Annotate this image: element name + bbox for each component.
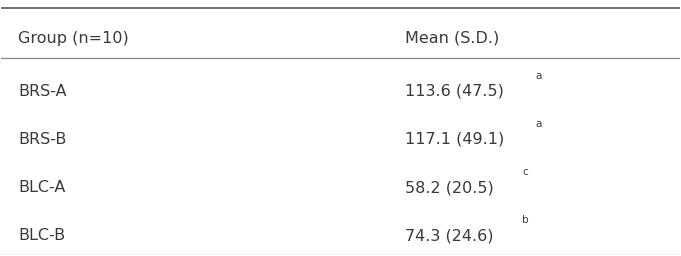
Text: 58.2 (20.5): 58.2 (20.5) [405, 180, 494, 195]
Text: BRS-A: BRS-A [18, 84, 67, 99]
Text: BLC-A: BLC-A [18, 180, 66, 195]
Text: b: b [522, 216, 528, 226]
Text: BLC-B: BLC-B [18, 228, 65, 243]
Text: BRS-B: BRS-B [18, 132, 67, 147]
Text: a: a [535, 71, 542, 81]
Text: Group (n=10): Group (n=10) [18, 31, 129, 46]
Text: 113.6 (47.5): 113.6 (47.5) [405, 84, 504, 99]
Text: 74.3 (24.6): 74.3 (24.6) [405, 228, 494, 243]
Text: 117.1 (49.1): 117.1 (49.1) [405, 132, 504, 147]
Text: Mean (S.D.): Mean (S.D.) [405, 31, 499, 46]
Text: c: c [522, 167, 528, 177]
Text: a: a [536, 119, 542, 129]
